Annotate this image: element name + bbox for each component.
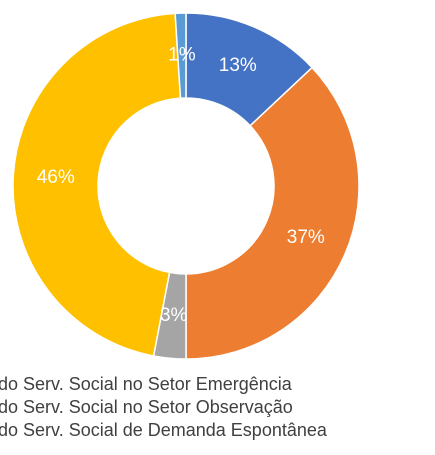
data-label: 3% — [160, 305, 188, 326]
legend-entry: do Serv. Social no Setor Observação — [0, 397, 293, 417]
legend-entry: do Serv. Social de Demanda Espontânea — [0, 420, 328, 440]
legend-entry: do Serv. Social no Setor Emergência — [0, 374, 293, 394]
data-label: 13% — [219, 55, 257, 76]
slice — [174, 12, 187, 99]
slice — [12, 12, 182, 357]
slice — [185, 66, 360, 360]
data-label: 46% — [37, 167, 75, 188]
data-label: 1% — [168, 45, 196, 66]
data-label: 37% — [287, 227, 325, 248]
